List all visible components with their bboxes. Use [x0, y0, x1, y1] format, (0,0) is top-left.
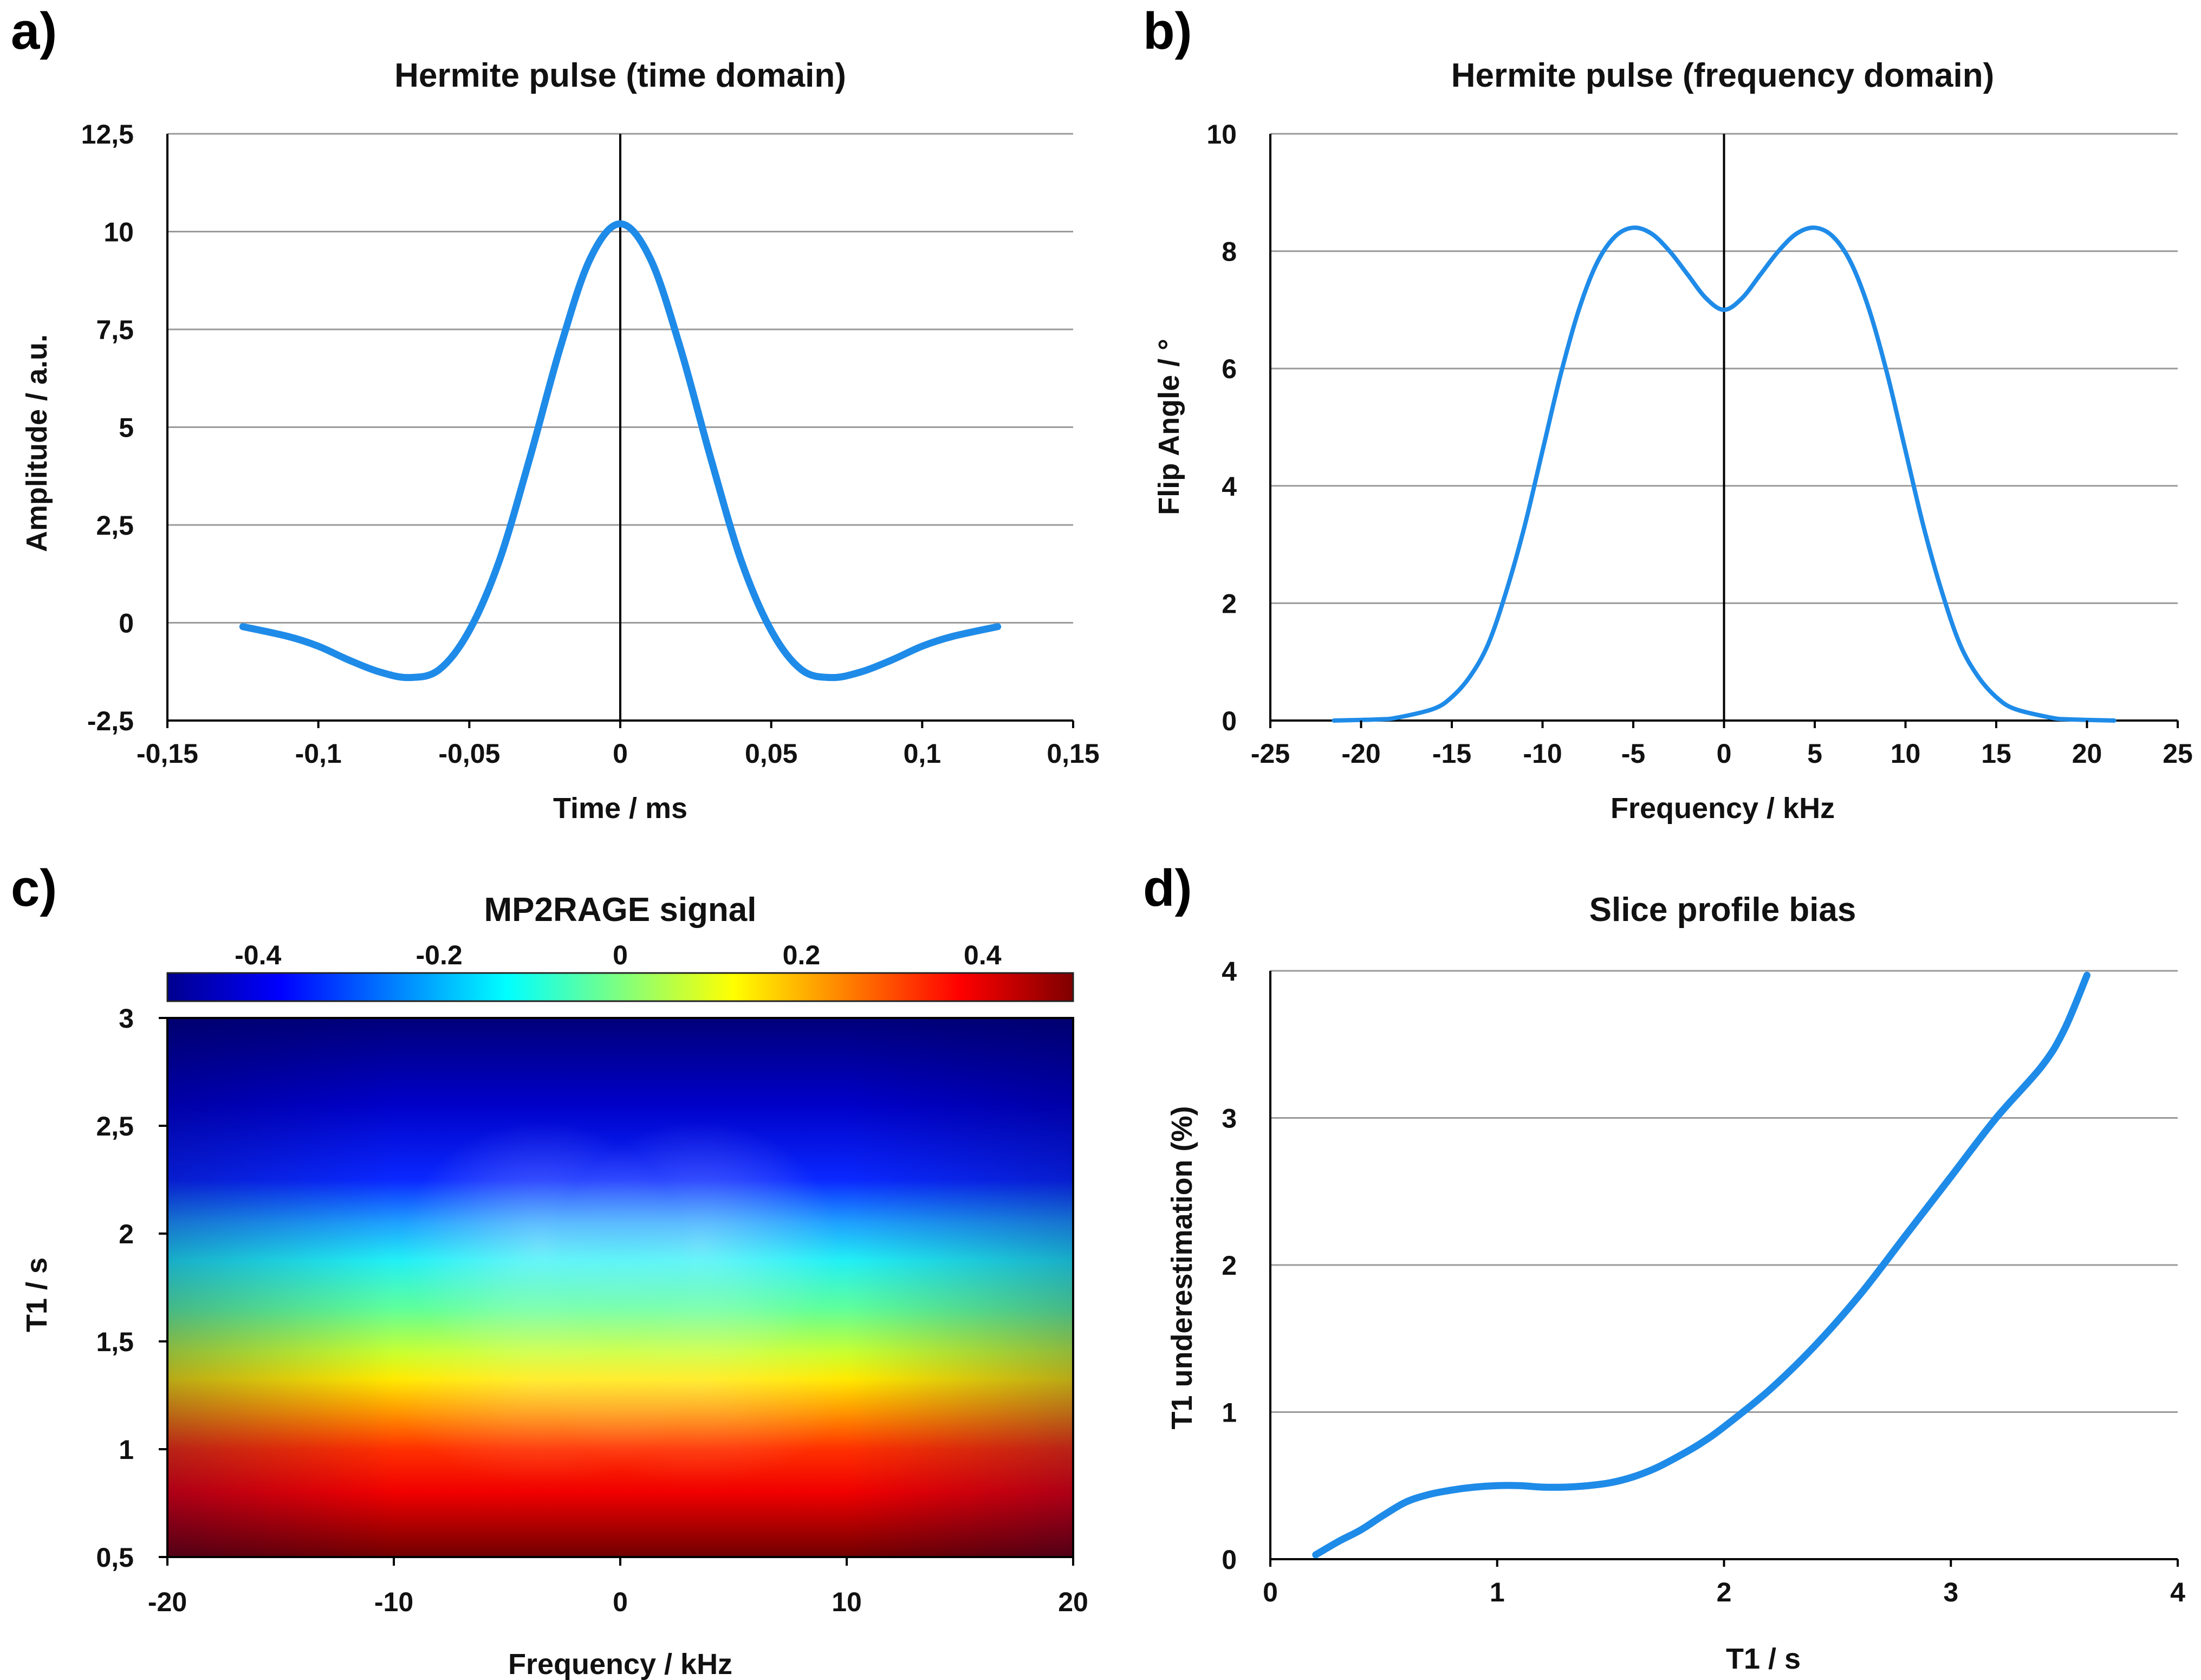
- x-tick-label: 3: [1943, 1577, 1958, 1607]
- x-tick-label: -20: [148, 1587, 187, 1617]
- y-tick-label: 1: [1222, 1398, 1237, 1428]
- y-tick-label: 0,5: [96, 1542, 134, 1573]
- x-axis-label: Frequency / kHz: [1611, 792, 1835, 825]
- panel-d-slice-profile-bias: Slice profile bias 0 1 2 3 4 0 1 2 3 4 T1 / s T1 …: [1166, 891, 2185, 1675]
- panel-c-heatmap: MP2RAGE signal -0.4 -0.2 0 0.2 0.4 -20 -10 0 10…: [21, 891, 1088, 1680]
- x-tick-label: -10: [1523, 738, 1562, 769]
- y-tick-label: -2,5: [87, 706, 134, 736]
- y-tick-label: 5: [119, 413, 134, 443]
- x-tick-label: 0,15: [1047, 738, 1099, 769]
- y-tick-label: 2,5: [96, 510, 134, 541]
- chart-title: Hermite pulse (time domain): [394, 57, 846, 94]
- panel-b-frequency-domain: Hermite pulse (frequency domain) -25 -20 -…: [1153, 57, 2193, 825]
- panel-label-a: a): [11, 2, 57, 60]
- colorbar-tick-label: -0.2: [416, 940, 463, 970]
- y-tick-label: 6: [1222, 354, 1237, 384]
- x-tick-label: -0,15: [137, 738, 198, 769]
- y-tick-label: 1: [119, 1435, 134, 1465]
- y-tick-label: 1,5: [96, 1327, 134, 1357]
- x-tick-label: 10: [832, 1587, 862, 1617]
- panel-a-time-domain: Hermite pulse (time domain) -0,15 -0,1 -0,…: [21, 57, 1100, 825]
- x-tick-label: -5: [1621, 738, 1645, 769]
- y-axis-label: Flip Angle / °: [1153, 339, 1185, 515]
- x-tick-label: 20: [2072, 738, 2102, 769]
- x-tick-label: 10: [1891, 738, 1921, 769]
- y-tick-label: 10: [103, 217, 134, 248]
- x-tick-label: 0,1: [904, 738, 942, 769]
- y-tick-label: 3: [1222, 1104, 1237, 1134]
- x-tick-label: -20: [1341, 738, 1380, 769]
- x-tick-label: 4: [2170, 1577, 2185, 1607]
- x-axis-label: Time / ms: [553, 792, 687, 825]
- x-tick-label: 5: [1807, 738, 1822, 769]
- x-tick-label: 0: [1263, 1577, 1278, 1607]
- series-line: [239, 220, 1002, 682]
- series-line: [1332, 225, 2116, 723]
- x-tick-label: 20: [1058, 1587, 1088, 1617]
- colorbar-tick-label: 0.4: [964, 940, 1002, 970]
- y-tick-label: 4: [1222, 956, 1237, 987]
- y-tick-label: 12,5: [81, 119, 134, 150]
- y-tick-label: 8: [1222, 237, 1237, 267]
- heatmap-image: [167, 1018, 1073, 1557]
- panel-label-b: b): [1143, 2, 1192, 60]
- chart-title: Slice profile bias: [1589, 891, 1856, 929]
- y-tick-label: 0: [1222, 706, 1237, 736]
- x-tick-label: 0: [613, 738, 628, 769]
- y-tick-label: 2: [1222, 1250, 1237, 1281]
- x-tick-label: 25: [2163, 738, 2193, 769]
- y-tick-label: 2: [1222, 588, 1237, 619]
- x-tick-label: -15: [1432, 738, 1471, 769]
- y-axis-label: T1 underestimation (%): [1166, 1106, 1198, 1429]
- x-tick-label: -10: [374, 1587, 413, 1617]
- colorbar-tick-label: 0.2: [783, 940, 821, 970]
- y-axis-label: Amplitude / a.u.: [21, 334, 53, 552]
- x-tick-label: -0,1: [295, 738, 342, 769]
- colorbar: [166, 972, 1074, 1002]
- x-tick-label: -25: [1251, 738, 1290, 769]
- x-tick-label: 15: [1981, 738, 2011, 769]
- x-tick-label: 0: [1717, 738, 1732, 769]
- y-tick-label: 3: [119, 1003, 134, 1034]
- x-tick-label: -0,05: [438, 738, 500, 769]
- colorbar-tick-label: 0: [613, 940, 628, 970]
- panel-label-c: c): [11, 859, 57, 917]
- x-tick-label: 0: [613, 1587, 628, 1617]
- x-tick-label: 0,05: [745, 738, 797, 769]
- colorbar-title: MP2RAGE signal: [484, 891, 757, 929]
- chart-title: Hermite pulse (frequency domain): [1451, 57, 1995, 94]
- y-tick-label: 0: [1222, 1545, 1237, 1575]
- panel-label-d: d): [1143, 859, 1192, 917]
- series-line: [1312, 971, 2090, 1559]
- y-tick-label: 4: [1222, 471, 1237, 502]
- x-tick-label: 1: [1490, 1577, 1505, 1607]
- y-axis-label: T1 / s: [21, 1257, 53, 1332]
- y-tick-label: 2: [119, 1219, 134, 1249]
- x-axis-label: Frequency / kHz: [508, 1648, 732, 1680]
- y-tick-label: 2,5: [96, 1111, 134, 1141]
- colorbar-tick-label: -0.4: [235, 940, 281, 970]
- y-tick-label: 0: [119, 608, 134, 639]
- y-tick-label: 10: [1206, 119, 1237, 150]
- y-tick-label: 7,5: [96, 315, 134, 345]
- x-tick-label: 2: [1717, 1577, 1732, 1607]
- x-axis-label: T1 / s: [1726, 1643, 1801, 1675]
